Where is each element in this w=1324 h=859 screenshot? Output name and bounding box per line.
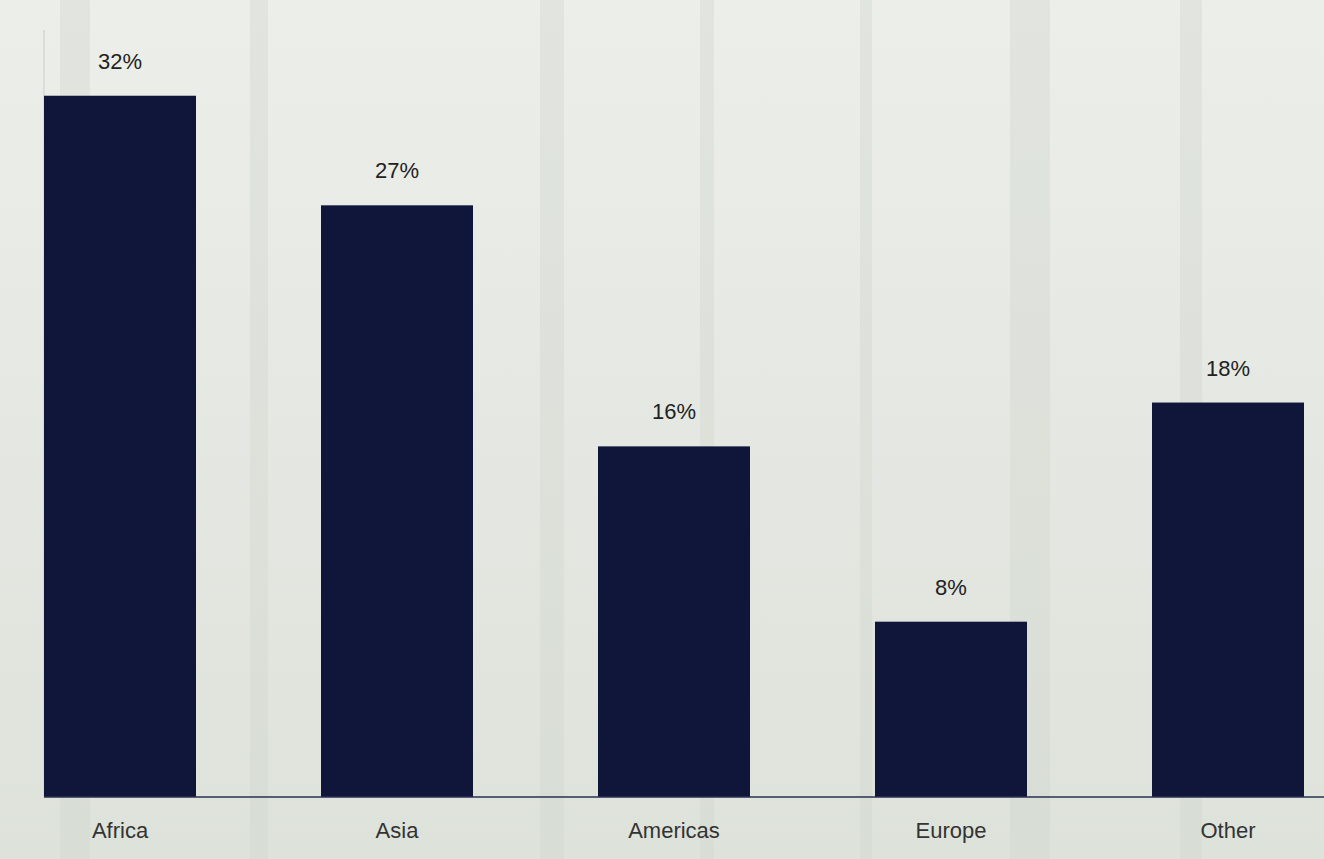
bar xyxy=(1152,403,1304,797)
background-trunk xyxy=(860,0,872,859)
category-label: Europe xyxy=(916,818,987,843)
bar xyxy=(321,205,473,797)
x-axis-line xyxy=(44,796,1324,798)
category-label: Americas xyxy=(628,818,720,843)
category-label: Africa xyxy=(92,818,149,843)
category-label: Other xyxy=(1200,818,1255,843)
labels: 32% Africa 27% Asia 16% Americas 8% Europe 18% Ot… xyxy=(92,49,1256,843)
chart: 32% Africa 27% Asia 16% Americas 8% Europe 18% Ot… xyxy=(0,0,1324,859)
bars xyxy=(44,96,1304,797)
data-label: 18% xyxy=(1206,356,1250,381)
background xyxy=(0,0,1324,859)
background-trunk xyxy=(540,0,564,859)
bar xyxy=(875,622,1027,797)
data-label: 32% xyxy=(98,49,142,74)
category-label: Asia xyxy=(376,818,420,843)
bar xyxy=(44,96,196,797)
data-label: 8% xyxy=(935,575,967,600)
bar xyxy=(598,446,750,797)
data-label: 27% xyxy=(375,158,419,183)
background-trunk xyxy=(250,0,268,859)
data-label: 16% xyxy=(652,399,696,424)
